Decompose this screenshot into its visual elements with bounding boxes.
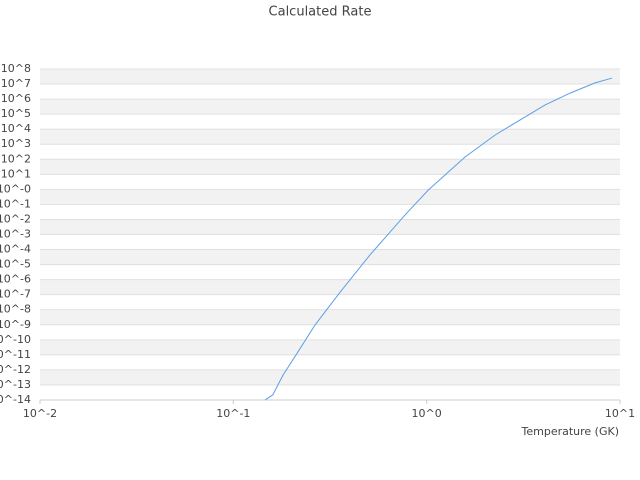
grid-band (40, 69, 620, 85)
y-tick-label: 10^5 (1, 107, 31, 120)
y-tick-label: 10^2 (1, 152, 31, 165)
grid-band (40, 249, 620, 265)
grid-band (40, 309, 620, 325)
y-tick-label: 10^3 (1, 137, 31, 150)
y-tick-label: 10^-13 (0, 378, 31, 391)
grid-band (40, 384, 620, 400)
data-line (264, 77, 613, 401)
grid-band (40, 339, 620, 355)
y-tick-label: 10^7 (1, 77, 31, 90)
grid-band (40, 294, 620, 310)
x-tick-label: 10^-2 (23, 407, 57, 420)
grid-band (40, 369, 620, 385)
y-tick-label: 10^-5 (0, 258, 31, 271)
y-tick-label: 10^4 (1, 122, 31, 135)
grid-band (40, 219, 620, 235)
y-tick-label: 10^-0 (0, 182, 31, 195)
y-tick-label: 10^-1 (0, 197, 31, 210)
y-tick-label: 10^-8 (0, 303, 31, 316)
grid-band (40, 234, 620, 250)
y-tick-label: 10^-7 (0, 288, 31, 301)
grid-band (40, 174, 620, 190)
y-tick-label: 10^-4 (0, 243, 31, 256)
x-tick-label: 10^-1 (216, 407, 250, 420)
grid-band (40, 129, 620, 145)
x-axis-label: Temperature (GK) (521, 425, 620, 438)
grid-band (40, 264, 620, 280)
y-tick-label: 10^-3 (0, 228, 31, 241)
y-tick-label: 10^-14 (0, 393, 31, 406)
grid-band (40, 189, 620, 205)
x-tick-label: 10^1 (605, 407, 635, 420)
y-tick-label: 10^1 (1, 167, 31, 180)
y-tick-label: 10^-11 (0, 348, 31, 361)
y-tick-label: 10^6 (1, 92, 31, 105)
y-tick-label: 10^-12 (0, 363, 31, 376)
y-tick-label: 10^8 (1, 62, 31, 75)
grid-band (40, 99, 620, 115)
grid-band (40, 144, 620, 160)
grid-band (40, 114, 620, 130)
y-tick-label: 10^-6 (0, 273, 31, 286)
y-tick-label: 10^-9 (0, 318, 31, 331)
x-tick-label: 10^0 (412, 407, 442, 420)
grid-band (40, 204, 620, 220)
grid-band (40, 279, 620, 295)
grid-band (40, 354, 620, 370)
grid-band (40, 324, 620, 340)
y-tick-label: 10^-2 (0, 212, 31, 225)
y-tick-label: 10^-10 (0, 333, 31, 346)
grid-band (40, 84, 620, 100)
grid-band (40, 159, 620, 175)
chart-title: Calculated Rate (269, 5, 372, 20)
